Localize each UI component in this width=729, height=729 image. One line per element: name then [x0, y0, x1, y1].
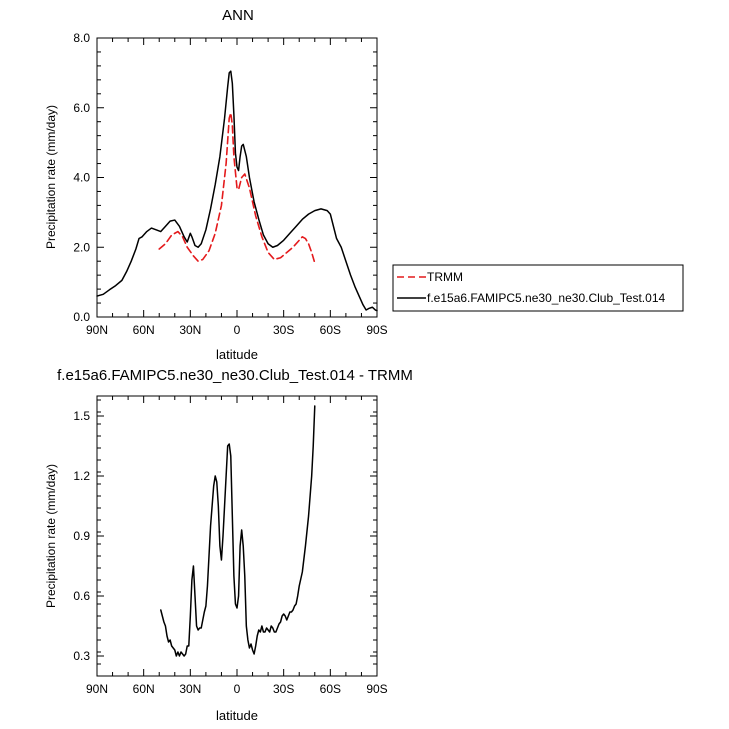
top-chart-title: ANN	[222, 7, 254, 24]
x-tick-label: 30S	[273, 682, 294, 696]
x-tick-label: 0	[234, 682, 241, 696]
y-tick-label: 1.5	[73, 409, 90, 423]
series-line-1-0	[160, 405, 316, 657]
x-tick-label: 90N	[86, 323, 108, 337]
x-tick-label: 60S	[320, 323, 341, 337]
x-tick-label: 30N	[179, 682, 201, 696]
bottom-panel: f.e15a6.FAMIPC5.ne30_ne30.Club_Test.014 …	[44, 367, 413, 723]
legend-label-model: f.e15a6.FAMIPC5.ne30_ne30.Club_Test.014	[427, 291, 665, 305]
top-series-layer	[96, 70, 378, 312]
y-tick-label: 0.9	[73, 529, 90, 543]
x-tick-label: 60S	[320, 682, 341, 696]
y-tick-label: 8.0	[73, 31, 90, 45]
y-tick-label: 2.0	[73, 240, 90, 254]
bottom-axis-ticks	[96, 396, 378, 677]
y-tick-label: 0.0	[73, 310, 90, 324]
x-tick-label: 90S	[366, 682, 387, 696]
legend-label-trmm: TRMM	[427, 270, 463, 284]
legend: TRMM f.e15a6.FAMIPC5.ne30_ne30.Club_Test…	[392, 264, 684, 312]
y-tick-label: 1.2	[73, 469, 90, 483]
legend-box	[392, 264, 684, 312]
bottom-plot-frame	[96, 395, 378, 677]
bottom-chart-title: f.e15a6.FAMIPC5.ne30_ne30.Club_Test.014 …	[57, 367, 413, 384]
bottom-tick-labels: 90N 60N 30N 0 30S 60S 90S 0.3 0.6 0.9 1.2 1.5	[73, 409, 387, 696]
x-tick-label: 60N	[133, 682, 155, 696]
top-axis-ticks	[96, 37, 378, 318]
y-tick-label: 4.0	[73, 171, 90, 185]
top-tick-labels: 90N 60N 30N 0 30S 60S 90S 0.0 2.0 4.0 6.0 8.0	[73, 31, 387, 337]
bottom-x-axis-label: latitude	[216, 708, 258, 723]
x-tick-label: 90N	[86, 682, 108, 696]
x-tick-label: 30S	[273, 323, 294, 337]
x-tick-label: 60N	[133, 323, 155, 337]
x-tick-label: 30N	[179, 323, 201, 337]
top-panel: ANN 90N 60N 30N 0 30S 60S 90S 0.0 2.0 4.0 6.0 8.0 l…	[44, 7, 388, 362]
bottom-series-layer	[160, 405, 316, 657]
x-tick-label: 90S	[366, 323, 387, 337]
series-line-0-1	[96, 70, 378, 312]
series-line-0-0	[158, 112, 316, 264]
y-tick-label: 6.0	[73, 101, 90, 115]
top-y-axis-label: Precipitation rate (mm/day)	[44, 105, 58, 249]
bottom-y-axis-label: Precipitation rate (mm/day)	[44, 464, 58, 608]
x-tick-label: 0	[234, 323, 241, 337]
top-plot-frame	[96, 37, 378, 318]
top-x-axis-label: latitude	[216, 347, 258, 362]
y-tick-label: 0.3	[73, 649, 90, 663]
y-tick-label: 0.6	[73, 589, 90, 603]
